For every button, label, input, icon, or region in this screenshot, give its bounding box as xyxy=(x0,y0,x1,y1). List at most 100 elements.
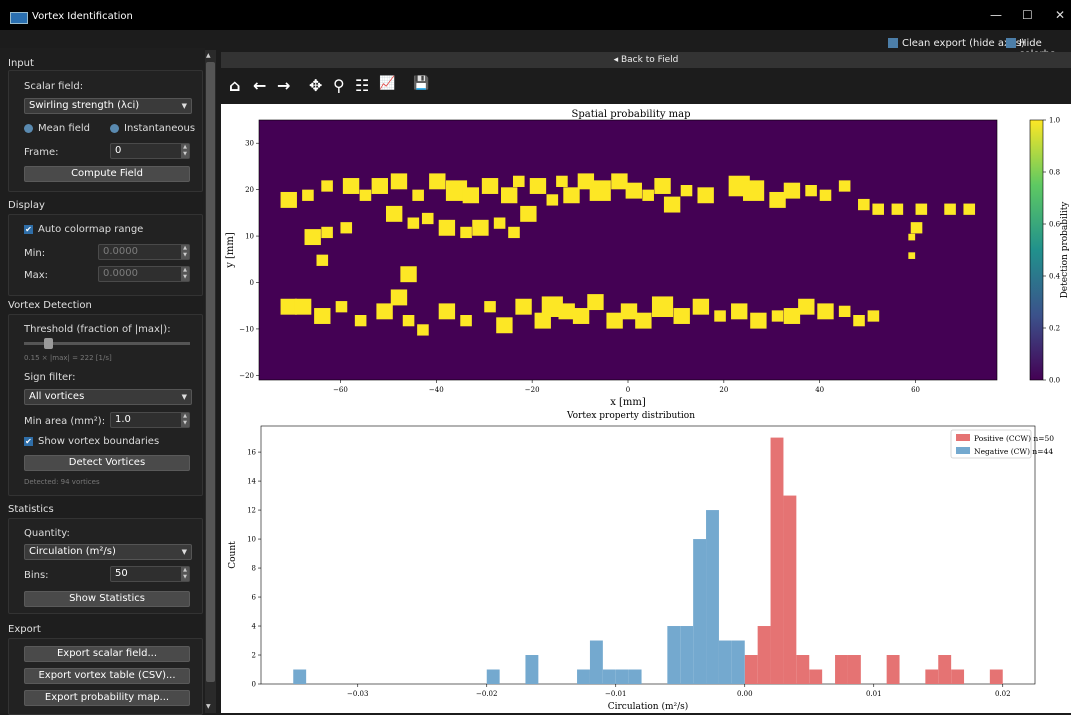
negative-bar xyxy=(628,669,642,684)
instantaneous-label[interactable]: Instantaneous xyxy=(124,123,196,134)
configure-subplots-icon[interactable]: ☷ xyxy=(355,76,370,95)
back-arrow-icon[interactable]: ← xyxy=(253,76,267,95)
histogram-title: Vortex property distribution xyxy=(566,411,695,421)
positive-bar xyxy=(989,669,1003,684)
heatmap-cell xyxy=(891,203,904,215)
negative-bar xyxy=(693,539,707,684)
sign-filter-label: Sign filter: xyxy=(24,372,76,383)
negative-bar xyxy=(706,510,719,684)
negative-bar xyxy=(680,626,694,684)
detect-vortices-button[interactable]: Detect Vortices xyxy=(24,455,190,471)
plot-canvas[interactable]: Spatial probability map −60 −40 −20 0 20 40 60… xyxy=(221,104,1071,713)
heatmap-cell xyxy=(697,187,714,204)
scalar-field-label: Scalar field: xyxy=(24,81,84,92)
clean-export-label[interactable]: Clean export (hide axes) xyxy=(902,38,1025,49)
heatmap-cell xyxy=(798,298,815,315)
heatmap-cell xyxy=(481,178,499,194)
spin-arrows-icon[interactable]: ▲ ▼ xyxy=(181,413,189,427)
mean-field-label[interactable]: Mean field xyxy=(38,123,91,134)
histogram-x-ticks: −0.03 −0.02 −0.01 0.00 0.01 0.02 xyxy=(347,684,1011,698)
heatmap-cell xyxy=(731,303,748,320)
positive-bar xyxy=(796,655,810,684)
maximize-button[interactable]: ☐ xyxy=(1022,8,1033,22)
heatmap-cell xyxy=(493,217,506,229)
frame-label: Frame: xyxy=(24,147,59,158)
scroll-down-icon[interactable]: ▼ xyxy=(206,703,211,710)
close-button[interactable]: ✕ xyxy=(1055,8,1066,22)
export-table-button[interactable]: Export vortex table (CSV)... xyxy=(24,668,190,684)
heatmap-cell xyxy=(354,315,367,327)
min-area-value: 1.0 xyxy=(115,414,131,425)
export-scalar-button[interactable]: Export scalar field... xyxy=(24,646,190,662)
home-icon[interactable]: ⌂ xyxy=(229,76,241,95)
negative-bar xyxy=(602,669,616,684)
histogram-x-tick-label: −0.02 xyxy=(476,690,497,698)
spin-arrows-icon[interactable]: ▲ ▼ xyxy=(181,144,189,158)
clean-export-checkbox[interactable] xyxy=(888,38,898,48)
min-spinbox[interactable]: 0.0000 ▲ ▼ xyxy=(98,244,190,260)
heatmap-cell xyxy=(673,308,690,324)
zoom-icon[interactable]: ⚲ xyxy=(333,76,345,95)
export-probability-button[interactable]: Export probability map... xyxy=(24,690,190,706)
max-value: 0.0000 xyxy=(103,268,138,279)
min-area-spinbox[interactable]: 1.0 ▲ ▼ xyxy=(110,412,190,428)
sign-filter-select[interactable]: All vortices ▼ xyxy=(24,389,192,405)
quantity-select[interactable]: Circulation (m²/s) ▼ xyxy=(24,544,192,560)
scroll-up-icon[interactable]: ▲ xyxy=(206,52,211,59)
heatmap-cell xyxy=(462,187,480,204)
heatmap-cell xyxy=(359,189,372,201)
scalar-field-select[interactable]: Swirling strength (λci) ▼ xyxy=(24,98,192,114)
threshold-slider-track[interactable] xyxy=(24,342,190,345)
frame-spinbox[interactable]: 0 ▲ ▼ xyxy=(110,143,190,159)
quantity-label: Quantity: xyxy=(24,528,70,539)
spin-arrows-icon[interactable]: ▲ ▼ xyxy=(181,567,189,581)
heatmap-cell xyxy=(558,303,575,320)
heatmap-cell xyxy=(589,180,611,201)
heatmap-cell xyxy=(429,173,446,190)
heatmap-cell xyxy=(508,226,520,239)
spin-arrows-icon[interactable]: ▲ ▼ xyxy=(181,245,189,259)
threshold-slider-handle[interactable] xyxy=(43,338,53,349)
show-statistics-button[interactable]: Show Statistics xyxy=(24,591,190,607)
edit-axes-icon[interactable]: 📈 xyxy=(379,76,396,91)
back-to-field-button[interactable]: ◂ Back to Field xyxy=(221,52,1071,68)
mean-field-radio[interactable] xyxy=(24,124,33,133)
colorbar-label: Detection probability xyxy=(1060,201,1070,299)
show-boundaries-checkbox[interactable]: ✔ xyxy=(24,437,33,446)
heatmap-xlabel: x [mm] xyxy=(610,397,646,408)
histogram-y-tick-label: 10 xyxy=(247,536,256,544)
auto-range-label[interactable]: Auto colormap range xyxy=(38,224,144,235)
hide-colorbar-checkbox[interactable] xyxy=(1006,38,1016,48)
instantaneous-radio[interactable] xyxy=(110,124,119,133)
heatmap-cell xyxy=(541,296,563,317)
show-boundaries-label[interactable]: Show vortex boundaries xyxy=(38,436,160,447)
heatmap-cell xyxy=(371,178,388,194)
pan-icon[interactable]: ✥ xyxy=(309,76,323,95)
minimize-button[interactable]: — xyxy=(990,8,1002,22)
colorbar-tick-label: 0.2 xyxy=(1049,325,1060,333)
histogram-y-tick-label: 4 xyxy=(252,623,257,631)
heatmap-x-tick-label: 60 xyxy=(911,386,920,394)
auto-range-checkbox[interactable]: ✔ xyxy=(24,225,33,234)
bins-spinbox[interactable]: 50 ▲ ▼ xyxy=(110,566,190,582)
forward-arrow-icon[interactable]: → xyxy=(277,76,291,95)
chevron-down-icon: ▼ xyxy=(181,393,187,401)
heatmap-cell xyxy=(783,308,801,324)
threshold-hint: 0.15 × |max| = 222 [1/s] xyxy=(24,354,112,362)
max-spinbox[interactable]: 0.0000 ▲ ▼ xyxy=(98,266,190,282)
spin-arrows-icon[interactable]: ▲ ▼ xyxy=(181,267,189,281)
heatmap-cell xyxy=(625,182,642,199)
heatmap-y-tick-label: 20 xyxy=(245,186,254,194)
bins-label: Bins: xyxy=(24,570,49,581)
heatmap-cell xyxy=(321,226,333,239)
histogram-y-ticks: 0 2 4 6 8 10 12 14 16 xyxy=(247,449,261,689)
heatmap-cell xyxy=(400,266,417,283)
save-icon[interactable]: 💾 xyxy=(413,76,430,91)
histogram-y-tick-label: 12 xyxy=(247,507,256,515)
compute-field-button[interactable]: Compute Field xyxy=(24,166,190,182)
heatmap-cell xyxy=(529,178,547,194)
histogram-y-tick-label: 0 xyxy=(252,681,256,689)
sidebar-scrollbar-thumb[interactable] xyxy=(206,62,215,682)
detection-section-header: Vortex Detection xyxy=(8,300,92,311)
positive-bar xyxy=(938,655,952,684)
